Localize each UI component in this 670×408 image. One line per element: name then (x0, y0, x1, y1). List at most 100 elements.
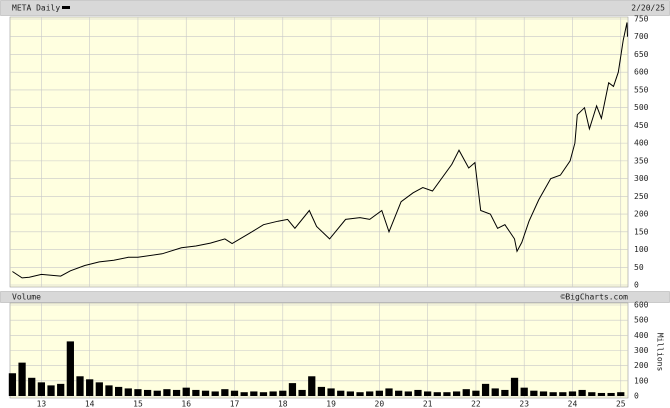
y-tick-label: 350 (634, 156, 649, 165)
volume-bar (607, 392, 615, 396)
volume-bar (375, 390, 383, 396)
y-tick-label: 200 (634, 210, 649, 219)
volume-bar (18, 362, 26, 396)
volume-bar (250, 391, 258, 396)
y-tick-label: 650 (634, 50, 649, 59)
chart-title: META Daily (12, 4, 60, 13)
volume-title: Volume (12, 293, 41, 302)
volume-bar (37, 382, 46, 396)
x-tick-label: 17 (230, 400, 240, 408)
x-tick-label: 24 (568, 400, 578, 408)
volume-bar (279, 390, 287, 396)
volume-bar (28, 377, 36, 396)
volume-bar (520, 387, 528, 396)
price-header (0, 0, 670, 16)
volume-bar (414, 389, 422, 396)
volume-bar (395, 390, 403, 396)
volume-bar (221, 389, 229, 396)
volume-bar (481, 383, 490, 396)
source: ©BigCharts.com (561, 293, 629, 302)
y-tick-label: 200 (634, 361, 649, 370)
volume-bar (105, 385, 113, 396)
volume-bar (337, 390, 345, 396)
volume-bar (8, 373, 17, 396)
volume-bar (539, 391, 548, 396)
volume-bar (578, 389, 586, 396)
volume-bar (443, 392, 451, 396)
y-tick-label: 100 (634, 245, 649, 254)
volume-bar (617, 392, 625, 396)
date: 2/20/25 (631, 4, 665, 13)
y-tick-label: 400 (634, 331, 649, 340)
price-plot (9, 16, 629, 288)
price-line (12, 22, 628, 279)
y-tick-label: 500 (634, 316, 649, 325)
x-tick-label: 25 (616, 400, 626, 408)
y-tick-label: 100 (634, 376, 649, 385)
x-tick-label: 13 (37, 400, 47, 408)
volume-bar (57, 383, 65, 396)
y-axis-label: Millions (656, 333, 665, 372)
volume-bar (172, 389, 181, 396)
volume-bar (124, 388, 132, 396)
volume-bar (66, 341, 74, 396)
x-tick-label: 23 (519, 400, 529, 408)
y-tick-label: 750 (634, 15, 649, 24)
volume-bar (433, 392, 441, 396)
y-tick-label: 50 (634, 263, 644, 272)
volume-bar (385, 388, 393, 396)
y-tick-label: 700 (634, 32, 649, 41)
x-tick-label: 19 (326, 400, 336, 408)
volume-bar (510, 377, 519, 396)
volume-bar (530, 390, 538, 396)
volume-bar (356, 392, 364, 396)
volume-bar (201, 390, 210, 396)
volume-bar (404, 391, 412, 396)
volume-bar (549, 392, 557, 396)
volume-bar (134, 389, 142, 396)
volume-bar (192, 389, 200, 396)
menu-icon[interactable] (62, 6, 70, 9)
y-tick-label: 400 (634, 139, 649, 148)
y-tick-label: 600 (634, 68, 649, 77)
y-tick-label: 550 (634, 85, 649, 94)
volume-bar (366, 391, 374, 396)
volume-bar (317, 386, 326, 396)
volume-bar (95, 382, 103, 396)
volume-bar (230, 390, 239, 396)
x-tick-label: 20 (375, 400, 385, 408)
volume-bar (462, 389, 470, 396)
volume-bar (568, 391, 577, 396)
volume-bar (501, 389, 509, 396)
volume-bar (491, 388, 499, 396)
volume-bar (76, 376, 84, 396)
volume-bar (346, 391, 355, 396)
volume-bar (115, 386, 123, 396)
y-tick-label: 0 (634, 281, 639, 290)
x-tick-label: 22 (471, 400, 481, 408)
y-tick-label: 0 (634, 392, 639, 401)
x-tick-label: 18 (278, 400, 288, 408)
volume-bar (597, 392, 606, 396)
x-tick-label: 21 (423, 400, 433, 408)
y-tick-label: 250 (634, 192, 649, 201)
volume-bar (153, 390, 161, 396)
volume-bar (452, 391, 461, 396)
volume-bar (288, 383, 297, 396)
volume-bar (47, 385, 55, 396)
x-tick-label: 14 (85, 400, 95, 408)
volume-bar (327, 388, 335, 396)
volume-bar (163, 389, 171, 396)
volume-bar (143, 389, 152, 396)
y-tick-label: 300 (634, 174, 649, 183)
volume-bar (182, 387, 190, 396)
x-tick-label: 15 (133, 400, 143, 408)
y-tick-label: 450 (634, 121, 649, 130)
volume-bar (472, 390, 480, 396)
volume-bar (240, 392, 248, 396)
volume-bar (269, 391, 277, 396)
volume-bar (86, 379, 94, 396)
volume-bar (559, 392, 567, 396)
volume-bar (588, 392, 596, 396)
volume-bar (259, 392, 268, 396)
